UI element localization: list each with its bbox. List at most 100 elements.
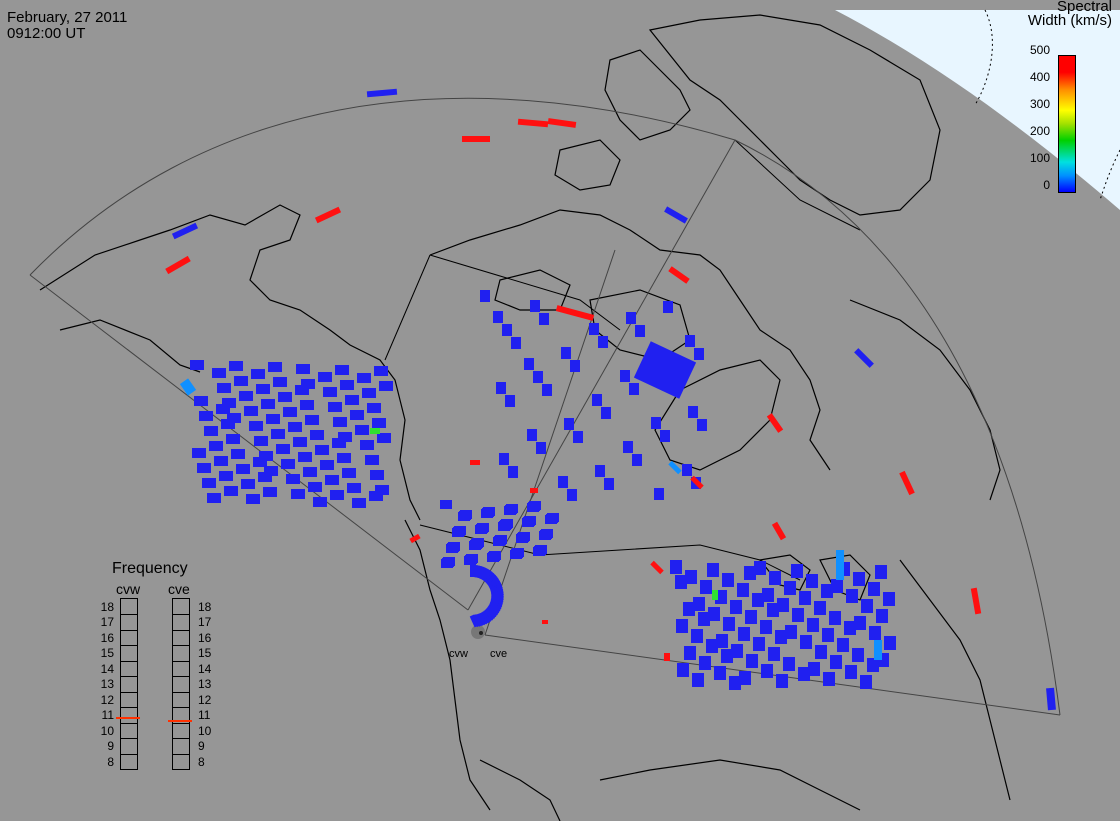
frequency-cell <box>121 614 137 630</box>
scatter-cell <box>694 348 704 360</box>
scatter-cell <box>899 470 915 496</box>
scatter-cell <box>766 413 784 433</box>
scatter-cell <box>530 300 540 312</box>
scatter-cell <box>970 587 982 615</box>
colorbar-tick-100: 100 <box>1029 151 1050 165</box>
frequency-cell <box>173 707 189 723</box>
frequency-cell <box>173 614 189 630</box>
frequency-marker <box>168 720 192 723</box>
scatter-cell <box>469 614 480 628</box>
scatter-cell <box>623 441 633 453</box>
scatter-cell <box>291 489 305 499</box>
scatter-cell <box>739 671 751 685</box>
frequency-level-label: 14 <box>100 661 114 676</box>
frequency-level-label: 9 <box>198 739 205 754</box>
scatter-cell <box>241 479 255 489</box>
scatter-cell <box>762 588 774 602</box>
scatter-cell <box>668 460 682 475</box>
scatter-cell <box>460 510 472 519</box>
scatter-cell <box>375 485 389 495</box>
scatter-cell <box>868 582 880 596</box>
frequency-level-label: 17 <box>198 615 212 630</box>
scatter-cell <box>259 451 273 461</box>
scatter-cell <box>328 402 342 412</box>
scatter-cell <box>227 413 241 423</box>
scatter-cell <box>315 445 329 455</box>
scatter-cell <box>799 591 811 605</box>
scatter-cell <box>360 440 374 450</box>
scatter-cell <box>352 498 366 508</box>
scatter-cell <box>664 206 688 224</box>
scatter-cell <box>293 437 307 447</box>
scatter-cell <box>693 597 705 611</box>
scatter-cell <box>852 648 864 662</box>
scatter-cell <box>722 573 734 587</box>
scatter-cell <box>808 662 820 676</box>
scatter-cell <box>190 360 204 370</box>
date-label: February, 27 2011 <box>7 9 128 26</box>
scatter-cell <box>769 571 781 585</box>
scatter-cell <box>335 365 349 375</box>
scatter-cell <box>682 464 692 476</box>
scatter-cell <box>529 501 541 510</box>
scatter-cell <box>768 647 780 661</box>
scatter-cell <box>650 560 664 575</box>
colorbar-tick-300: 300 <box>1029 97 1050 111</box>
scatter-cell <box>875 565 887 579</box>
scatter-cell <box>325 475 339 485</box>
scatter-cell <box>305 415 319 425</box>
frequency-level-label: 18 <box>100 600 114 614</box>
frequency-level-label: 18 <box>198 600 212 614</box>
scatter-cell <box>480 290 490 302</box>
frequency-cell <box>121 738 137 754</box>
scatter-cell <box>777 598 789 612</box>
frequency-col-cve: cve <box>168 581 190 597</box>
scatter-cell <box>815 645 827 659</box>
scatter-cell <box>745 610 757 624</box>
station-label-cve: cve <box>490 648 508 660</box>
scatter-cell <box>708 607 720 621</box>
scatter-cell <box>654 488 664 500</box>
scatter-cell <box>533 371 543 383</box>
scatter-cell <box>347 483 361 493</box>
scatter-cell <box>688 406 698 418</box>
scatter-cell <box>744 566 756 580</box>
scatter-cell <box>712 590 718 600</box>
colorbar-title-line1: Spectral <box>1056 0 1112 15</box>
scatter-cell <box>753 637 765 651</box>
scatter-cell <box>555 305 595 321</box>
colorbar-title-line2: Width (km/s) <box>1027 12 1112 29</box>
scatter-cell <box>345 395 359 405</box>
scatter-cell <box>691 629 703 643</box>
scatter-cell <box>707 563 719 577</box>
scatter-cell <box>313 497 327 507</box>
scatter-cell <box>369 491 383 501</box>
scatter-cell <box>288 422 302 432</box>
scatter-cell <box>721 649 733 663</box>
scatter-cell <box>366 88 398 98</box>
scatter-cell <box>271 429 285 439</box>
scatter-cell <box>663 301 673 313</box>
scatter-cell <box>204 426 218 436</box>
frequency-title: Frequency <box>112 560 188 577</box>
scatter-cell <box>831 579 843 593</box>
frequency-level-label: 17 <box>100 615 114 630</box>
scatter-cell <box>320 460 334 470</box>
scatter-cell <box>249 421 263 431</box>
scatter-cell <box>340 380 354 390</box>
scatter-cell <box>524 358 534 370</box>
scatter-cell <box>785 625 797 639</box>
scatter-cell <box>845 665 857 679</box>
scatter-cell <box>194 396 208 406</box>
scatter-cell <box>723 617 735 631</box>
scatter-cell <box>303 467 317 477</box>
scatter-cell <box>508 466 518 478</box>
scatter-cell <box>668 266 690 284</box>
scatter-cell <box>207 493 221 503</box>
frequency-level-label: 13 <box>100 677 114 692</box>
scatter-cell <box>874 640 882 660</box>
frequency-level-label: 11 <box>101 708 114 723</box>
scatter-cell <box>595 465 605 477</box>
scatter-cell <box>670 560 682 574</box>
frequency-level-label: 15 <box>100 646 114 661</box>
